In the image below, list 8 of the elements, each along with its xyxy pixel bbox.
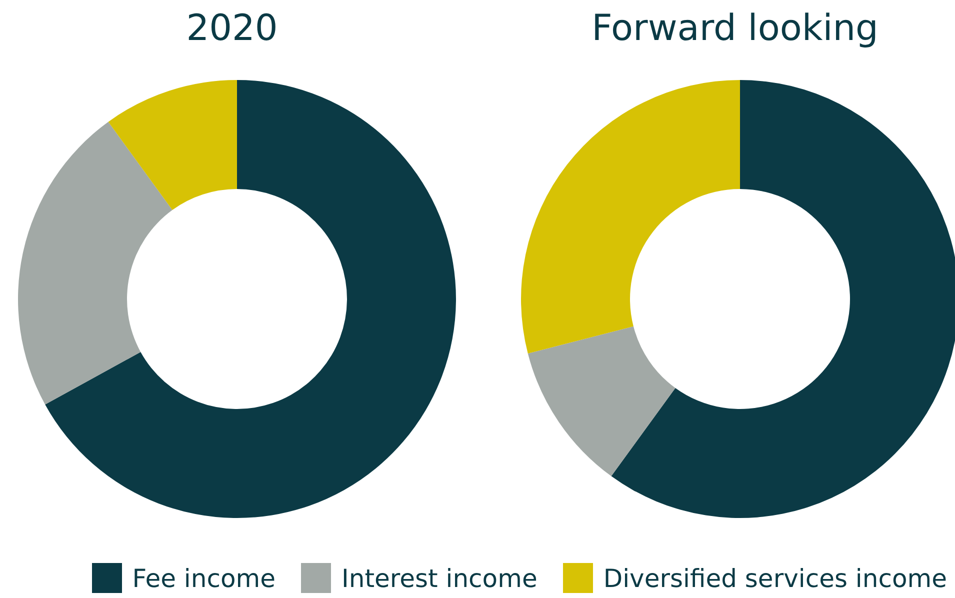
donut-slice	[45, 80, 456, 518]
legend-label: Diversified services income	[603, 564, 947, 592]
chart-title: 2020	[185, 8, 279, 49]
donut-slice	[108, 80, 237, 210]
legend-label: Interest income	[341, 564, 538, 592]
legend-label: Fee income	[132, 564, 276, 592]
donut-slice	[18, 122, 172, 405]
chart-title: Forward looking	[590, 8, 880, 49]
